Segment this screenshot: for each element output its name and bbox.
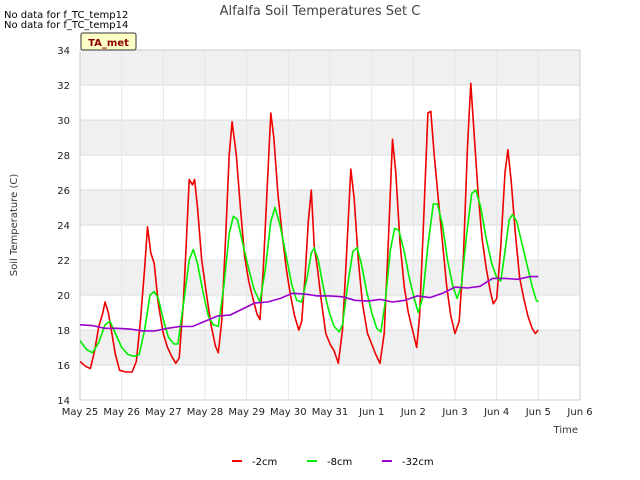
series-line-2cm xyxy=(79,82,539,373)
legend: -2cm -8cm -32cm xyxy=(232,457,434,468)
x-tick-label: May 31 xyxy=(312,407,349,418)
legend-label: -32cm xyxy=(402,457,434,468)
y-tick-label: 16 xyxy=(57,361,70,372)
x-tick-label: Jun 3 xyxy=(441,407,467,418)
series-line-32cm xyxy=(79,275,539,332)
x-tick-label: May 28 xyxy=(187,407,224,418)
x-axis-ticks: May 25 May 26 May 27 May 28 May 29 May 30 May … xyxy=(62,407,593,418)
plot-frame xyxy=(79,49,581,401)
chart-title: Alfalfa Soil Temperatures Set C xyxy=(220,4,421,19)
x-tick-label: May 27 xyxy=(145,407,182,418)
x-tick-label: May 26 xyxy=(103,407,140,418)
y-tick-label: 34 xyxy=(57,46,70,57)
x-tick-label: Jun 2 xyxy=(400,407,426,418)
x-tick-label: Jun 6 xyxy=(566,407,592,418)
y-tick-label: 24 xyxy=(57,221,70,232)
station-tag: TA_met xyxy=(80,32,137,51)
x-axis-label: Time xyxy=(553,425,578,436)
y-tick-label: 30 xyxy=(57,116,70,127)
x-tick-label: Jun 1 xyxy=(358,407,384,418)
station-tag-label: TA_met xyxy=(88,38,129,49)
x-tick-label: May 25 xyxy=(62,407,99,418)
y-tick-label: 32 xyxy=(57,81,70,92)
y-tick-label: 26 xyxy=(57,186,70,197)
legend-label: -2cm xyxy=(252,457,277,468)
x-tick-label: Jun 4 xyxy=(483,407,509,418)
y-axis-ticks: 14 16 18 20 22 24 26 28 30 32 34 xyxy=(57,46,70,407)
y-tick-label: 14 xyxy=(57,396,70,407)
y-tick-label: 18 xyxy=(57,326,70,337)
legend-label: -8cm xyxy=(327,457,352,468)
no-data-note-1: No data for f_TC_temp12 xyxy=(4,10,128,21)
y-tick-label: 28 xyxy=(57,151,70,162)
y-axis-label: Soil Temperature (C) xyxy=(9,174,20,277)
x-tick-label: May 30 xyxy=(270,407,307,418)
no-data-note-2: No data for f_TC_temp14 xyxy=(4,20,128,31)
x-tick-label: Jun 5 xyxy=(525,407,551,418)
y-tick-label: 22 xyxy=(57,256,70,267)
y-tick-label: 20 xyxy=(57,291,70,302)
series-layer xyxy=(79,82,539,373)
x-tick-label: May 29 xyxy=(228,407,265,418)
